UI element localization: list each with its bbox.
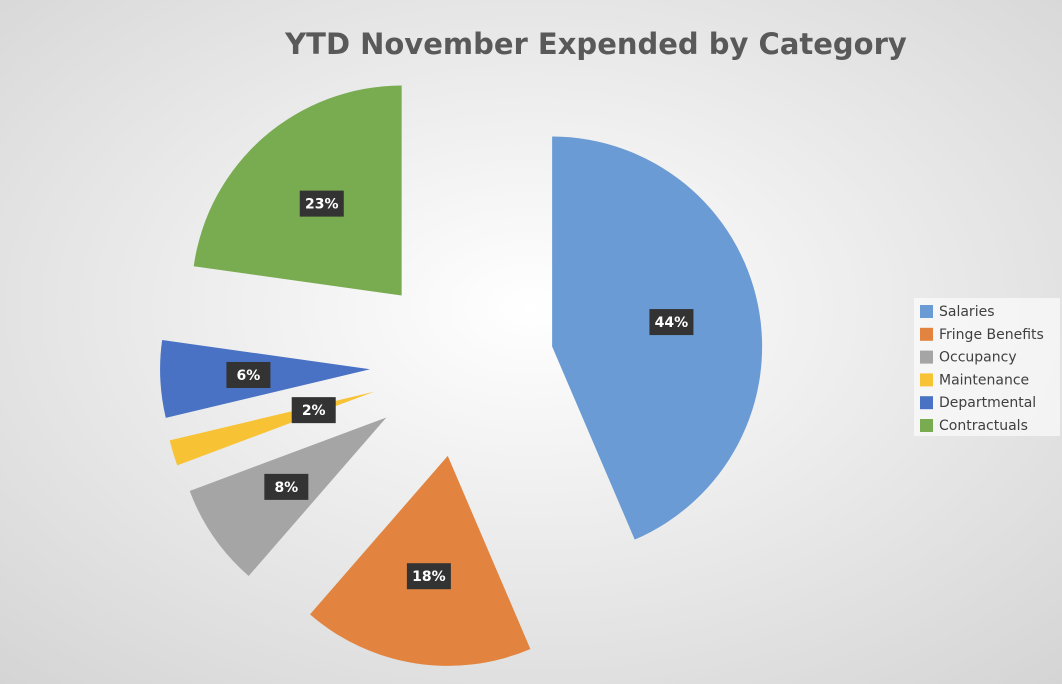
- legend-swatch: [920, 419, 933, 432]
- legend-swatch: [920, 305, 933, 318]
- legend-box: [914, 298, 1060, 436]
- pie-slice: [552, 136, 763, 540]
- pie-slice: [193, 85, 402, 296]
- data-label: 2%: [302, 403, 326, 419]
- data-label-box: [264, 473, 309, 500]
- legend-label: Salaries: [939, 304, 995, 320]
- legend-label: Maintenance: [939, 372, 1029, 388]
- legend-label: Occupancy: [939, 350, 1017, 366]
- legend-label: Fringe Benefits: [939, 327, 1044, 343]
- chart-title: YTD November Expended by Category: [284, 27, 907, 61]
- data-label: 23%: [305, 197, 339, 213]
- data-label-box: [406, 563, 451, 590]
- data-label-box: [649, 309, 694, 336]
- data-label-box: [291, 397, 336, 424]
- data-label: 8%: [274, 480, 298, 496]
- data-label: 18%: [412, 569, 446, 585]
- legend-swatch: [920, 327, 933, 341]
- legend-label: Departmental: [939, 395, 1036, 411]
- data-label-box: [226, 361, 271, 388]
- data-label-box: [299, 190, 344, 217]
- legend-swatch: [920, 396, 933, 410]
- legend-label: Contractuals: [939, 418, 1028, 434]
- pie-slice: [310, 455, 531, 666]
- legend-swatch: [920, 350, 933, 364]
- legend-swatch: [920, 373, 933, 387]
- data-label: 6%: [237, 368, 261, 384]
- data-label: 44%: [655, 315, 689, 331]
